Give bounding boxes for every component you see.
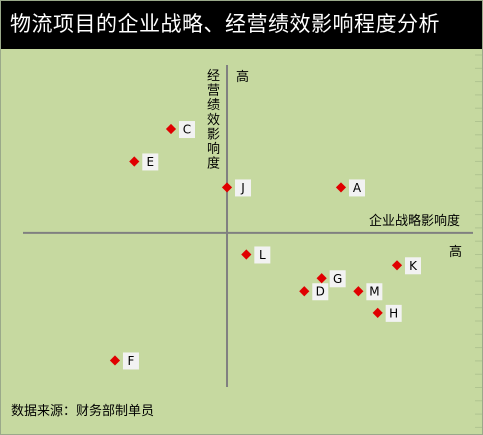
gridline-ticks xyxy=(475,54,482,428)
point-label-box xyxy=(142,153,159,171)
point-label: K xyxy=(409,259,418,273)
point-label: G xyxy=(333,272,342,286)
point-label: J xyxy=(240,181,245,195)
point-label-box xyxy=(122,352,139,370)
point-label: C xyxy=(183,123,191,137)
data-point-l: L xyxy=(241,246,271,264)
data-point-d: D xyxy=(299,283,329,301)
title-bar: 物流项目的企业战略、经营绩效影响程度分析 xyxy=(1,1,482,49)
data-point-c: C xyxy=(165,121,195,139)
data-point-f: F xyxy=(109,352,139,370)
point-label: H xyxy=(389,306,398,320)
point-marker xyxy=(391,260,403,271)
data-point-j: J xyxy=(221,179,252,197)
data-point-e: E xyxy=(129,153,159,171)
point-label-box xyxy=(312,283,329,301)
point-label-box xyxy=(329,270,346,288)
point-marker xyxy=(372,307,383,318)
data-point-h: H xyxy=(372,304,402,322)
point-label: D xyxy=(316,285,325,299)
point-label-box xyxy=(366,283,383,301)
point-marker xyxy=(299,286,310,297)
x-axis-high-label: 高 xyxy=(449,244,462,260)
point-marker xyxy=(109,355,121,366)
point-label-box xyxy=(254,246,271,264)
point-label-box xyxy=(405,257,422,275)
data-point-m: M xyxy=(353,283,383,301)
point-label: L xyxy=(259,248,266,262)
point-label: M xyxy=(369,285,379,299)
point-marker xyxy=(353,286,364,297)
point-marker xyxy=(335,182,347,193)
point-marker xyxy=(221,182,233,193)
y-axis-label: 经营绩效影响度 xyxy=(207,69,220,172)
point-label: E xyxy=(146,155,154,169)
point-marker xyxy=(165,123,177,135)
chart-title: 物流项目的企业战略、经营绩效影响程度分析 xyxy=(10,12,440,36)
point-marker xyxy=(129,156,140,167)
data-point-a: A xyxy=(335,179,365,197)
point-label-box xyxy=(178,121,195,139)
point-label-box xyxy=(385,304,402,322)
data-points: A C D E F G H J K L M xyxy=(109,121,422,370)
y-axis-high-label: 高 xyxy=(236,69,249,85)
point-label-box xyxy=(235,179,252,197)
point-label: F xyxy=(128,354,135,368)
x-axis-label: 企业战略影响度 xyxy=(369,213,460,229)
point-label-box xyxy=(348,179,365,197)
source-note: 数据来源：财务部制单员 xyxy=(11,404,155,419)
point-label: A xyxy=(353,181,362,195)
point-marker xyxy=(316,273,327,284)
point-marker xyxy=(241,249,252,260)
data-point-k: K xyxy=(391,257,422,275)
